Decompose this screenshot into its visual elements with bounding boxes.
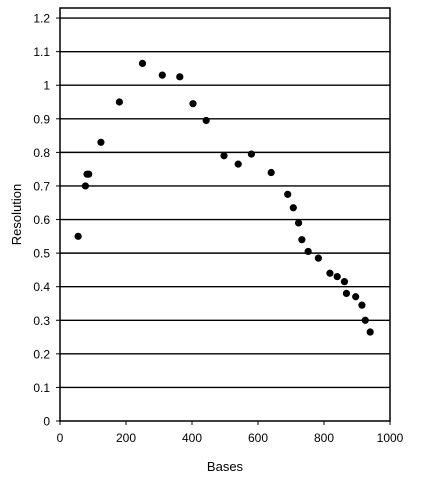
y-tick-label: 0.8 (33, 146, 50, 160)
data-point (247, 150, 255, 158)
y-axis-ticks: 0 0.1 0.2 0.3 0.4 0.5 0.6 0.7 0.8 0.9 1 1.1 1.2 (33, 12, 60, 429)
data-point (284, 190, 292, 198)
data-point (340, 278, 349, 286)
data-point (361, 316, 369, 324)
x-tick-label: 200 (116, 431, 136, 445)
y-axis-label: Resolution (9, 184, 24, 245)
data-point (220, 152, 228, 160)
data-point (294, 219, 303, 227)
data-point (298, 236, 306, 244)
y-tick-label: 0 (43, 415, 50, 429)
y-tick-label: 0.3 (33, 314, 50, 328)
data-point (189, 100, 197, 108)
data-point (138, 59, 147, 68)
data-point (74, 232, 82, 240)
data-point (314, 254, 322, 262)
data-points (74, 59, 374, 336)
data-point (352, 293, 360, 301)
data-point (97, 138, 105, 146)
data-point (289, 204, 297, 212)
data-point (326, 269, 334, 277)
y-tick-label: 1.2 (33, 12, 50, 26)
x-tick-label: 0 (57, 431, 64, 445)
x-tick-label: 1000 (377, 431, 404, 445)
y-tick-label: 1 (43, 79, 50, 93)
x-axis-label: Bases (207, 459, 244, 474)
data-point (176, 73, 184, 81)
x-tick-label: 600 (248, 431, 268, 445)
x-tick-label: 800 (314, 431, 334, 445)
plot-frame (59, 7, 391, 422)
data-point (333, 273, 341, 281)
data-point (342, 289, 351, 298)
data-point (202, 116, 210, 125)
y-tick-label: 0.7 (33, 179, 50, 193)
y-tick-label: 0.9 (33, 112, 50, 126)
data-point (304, 247, 312, 256)
x-axis-ticks: 0 200 400 600 800 1000 (57, 421, 404, 445)
data-point (366, 328, 374, 336)
data-point (158, 71, 166, 79)
x-tick-label: 400 (182, 431, 202, 445)
data-point (234, 160, 242, 168)
y-tick-label: 0.1 (33, 381, 50, 395)
data-point (85, 170, 93, 178)
y-tick-label: 0.6 (33, 213, 50, 227)
y-tick-label: 0.2 (33, 347, 50, 361)
y-tick-label: 1.1 (33, 45, 50, 59)
y-tick-label: 0.5 (33, 247, 50, 261)
data-point (267, 168, 275, 177)
data-point (358, 301, 366, 309)
data-point (115, 98, 123, 106)
gridlines (60, 17, 390, 389)
y-tick-label: 0.4 (33, 280, 50, 294)
data-point (81, 182, 90, 190)
